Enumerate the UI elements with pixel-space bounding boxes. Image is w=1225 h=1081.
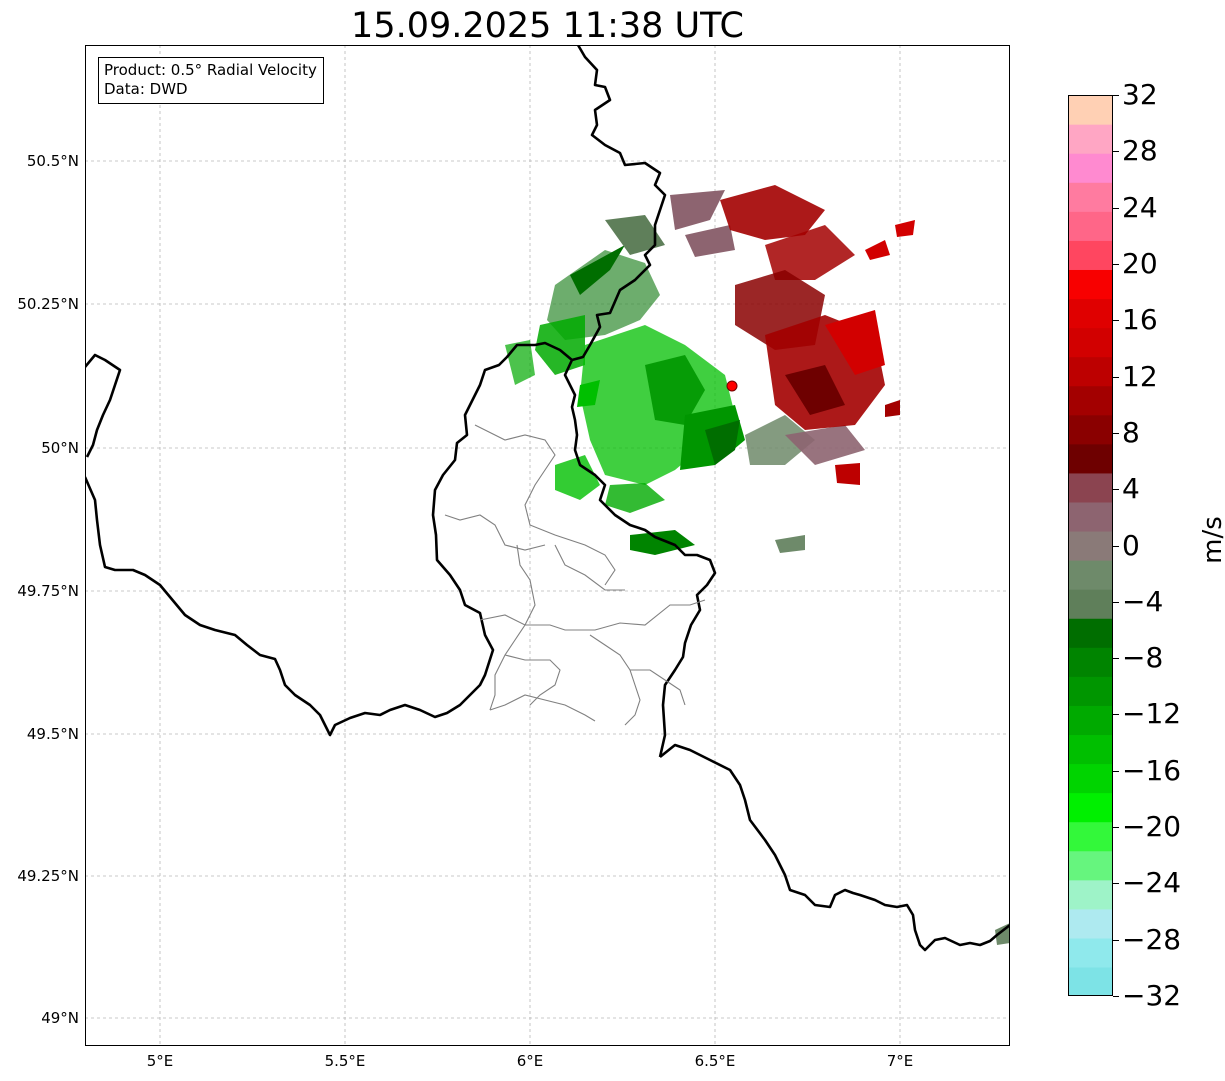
colorbar-segment <box>1068 560 1113 590</box>
colorbar-tick-label: 32 <box>1122 78 1158 111</box>
colorbar-tick-label: −12 <box>1122 697 1182 731</box>
colorbar-segment <box>1068 182 1113 212</box>
colorbar-segment <box>1068 879 1113 910</box>
map-canvas[interactable] <box>85 45 1010 1046</box>
colorbar-tick-label: 8 <box>1122 415 1140 449</box>
admin-boundaries <box>444 424 706 726</box>
colorbar-segment <box>1068 589 1113 619</box>
radar-echoes-neutral <box>670 190 1010 945</box>
colorbar-tick-mark <box>1113 207 1119 209</box>
colorbar-tick-mark <box>1113 489 1119 491</box>
lat-label: 49.25°N <box>17 867 79 885</box>
colorbar-segment <box>1068 676 1113 706</box>
map-title: 15.09.2025 11:38 UTC <box>351 6 744 46</box>
lat-label: 49°N <box>41 1009 79 1027</box>
colorbar-tick-label: 12 <box>1122 359 1158 393</box>
colorbar-tick-mark <box>1113 601 1119 603</box>
colorbar-segment <box>1068 124 1113 154</box>
colorbar-tick-mark <box>1113 770 1119 772</box>
lat-label: 50.5°N <box>26 152 79 170</box>
colorbar-tick-mark <box>1113 883 1119 885</box>
colorbar-tick-label: −32 <box>1122 979 1182 1012</box>
colorbar-segment <box>1068 414 1113 445</box>
colorbar-segment <box>1068 240 1113 270</box>
colorbar-segment <box>1068 792 1113 823</box>
colorbar-segment <box>1068 472 1113 503</box>
info-product: Product: 0.5° Radial Velocity <box>104 61 317 79</box>
lon-label: 6°E <box>516 1052 544 1070</box>
colorbar-tick-mark <box>1113 95 1119 96</box>
colorbar-tick-mark <box>1113 714 1119 716</box>
colorbar-segment <box>1068 966 1113 996</box>
colorbar-tick-mark <box>1113 996 1119 997</box>
colorbar-segment <box>1068 937 1113 968</box>
colorbar-tick-label: −20 <box>1122 810 1182 844</box>
lon-label: 6.5°E <box>694 1052 736 1070</box>
map-panel[interactable] <box>85 45 1010 1046</box>
country-borders <box>85 45 1010 952</box>
info-box: Product: 0.5° Radial Velocity Data: DWD <box>98 57 324 104</box>
lon-label: 5°E <box>146 1052 174 1070</box>
colorbar-tick-label: 4 <box>1122 472 1140 506</box>
lat-label: 49.5°N <box>26 725 79 743</box>
colorbar-segment <box>1068 95 1113 125</box>
colorbar-tick-label: 28 <box>1122 134 1158 168</box>
colorbar-segment <box>1068 327 1113 358</box>
colorbar-segment <box>1068 705 1113 736</box>
colorbar-tick-label: −4 <box>1122 584 1164 618</box>
colorbar-segment <box>1068 763 1113 794</box>
colorbar-tick-label: −24 <box>1122 866 1182 900</box>
colorbar-tick-mark <box>1113 658 1119 660</box>
colorbar-tick-label: 16 <box>1122 303 1158 337</box>
colorbar-segment <box>1068 647 1113 677</box>
colorbar-segment <box>1068 211 1113 241</box>
lat-label: 50.25°N <box>17 295 79 313</box>
colorbar-tick-mark <box>1113 320 1119 322</box>
lat-label: 50°N <box>41 439 79 457</box>
colorbar-segment <box>1068 298 1113 329</box>
colorbar-segment <box>1068 153 1113 183</box>
colorbar-segment <box>1068 850 1113 881</box>
colorbar-segment <box>1068 908 1113 939</box>
colorbar-segment <box>1068 618 1113 648</box>
colorbar-tick-mark <box>1113 263 1119 265</box>
colorbar-tick-label: −16 <box>1122 753 1182 787</box>
colorbar-tick-mark <box>1113 827 1119 829</box>
colorbar-tick-label: 0 <box>1122 528 1140 562</box>
colorbar-segment <box>1068 821 1113 852</box>
radar-site-marker[interactable] <box>726 380 738 392</box>
colorbar-unit: m/s <box>1198 516 1225 564</box>
colorbar <box>1068 95 1113 996</box>
lat-label: 49.75°N <box>17 582 79 600</box>
info-data-source: Data: DWD <box>104 80 188 98</box>
colorbar-tick-mark <box>1113 376 1119 378</box>
radar-echoes-receding <box>720 185 915 485</box>
colorbar-segment <box>1068 269 1113 300</box>
colorbar-tick-label: −28 <box>1122 922 1182 956</box>
colorbar-tick-label: 20 <box>1122 246 1158 280</box>
colorbar-segment <box>1068 530 1113 561</box>
colorbar-tick-mark <box>1113 939 1119 941</box>
colorbar-segment <box>1068 356 1113 387</box>
colorbar-tick-mark <box>1113 432 1119 434</box>
lon-label: 7°E <box>886 1052 914 1070</box>
colorbar-tick-mark <box>1113 151 1119 153</box>
colorbar-segment <box>1068 734 1113 765</box>
colorbar-segment <box>1068 385 1113 416</box>
lon-label: 5.5°E <box>324 1052 366 1070</box>
colorbar-tick-label: −8 <box>1122 641 1164 675</box>
colorbar-tick-mark <box>1113 545 1119 547</box>
colorbar-segment <box>1068 501 1113 532</box>
colorbar-tick-label: 24 <box>1122 190 1158 224</box>
colorbar-segment <box>1068 443 1113 474</box>
